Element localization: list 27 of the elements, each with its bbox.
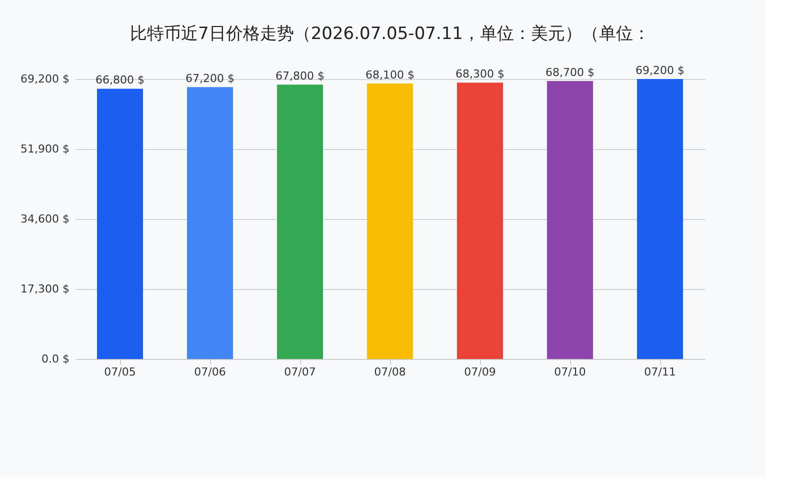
chart-title: 比特币近7日价格走势（2026.07.05-07.11，单位：美元）（单位： bbox=[130, 24, 650, 44]
bar bbox=[97, 88, 143, 359]
data-label: 66,800 $ bbox=[96, 74, 144, 87]
data-label: 68,300 $ bbox=[456, 68, 504, 81]
bar bbox=[187, 87, 233, 359]
bar bbox=[277, 84, 323, 359]
x-tick-label: 07/10 bbox=[554, 366, 586, 378]
x-tick-label: 07/11 bbox=[644, 366, 676, 378]
data-label: 67,800 $ bbox=[276, 70, 324, 83]
x-tick-label: 07/07 bbox=[284, 366, 316, 378]
y-tick-label: 0.0 $ bbox=[42, 352, 70, 366]
x-tick-label: 07/05 bbox=[104, 366, 136, 378]
data-label: 68,700 $ bbox=[546, 66, 594, 80]
y-tick-label: 69,200 $ bbox=[20, 72, 70, 86]
x-tick-label: 07/06 bbox=[194, 366, 226, 378]
x-tick-label: 07/09 bbox=[464, 366, 496, 378]
bar bbox=[547, 81, 593, 359]
bar bbox=[367, 83, 413, 359]
y-tick-label: 34,600 $ bbox=[20, 212, 70, 226]
y-tick-label: 51,900 $ bbox=[20, 142, 70, 156]
data-label: 67,200 $ bbox=[186, 72, 234, 86]
data-label: 69,200 $ bbox=[636, 64, 684, 77]
bar bbox=[457, 82, 503, 359]
y-tick-label: 17,300 $ bbox=[20, 282, 70, 296]
x-tick-label: 07/08 bbox=[374, 366, 406, 378]
data-label: 68,100 $ bbox=[366, 68, 414, 82]
bar bbox=[637, 79, 683, 359]
